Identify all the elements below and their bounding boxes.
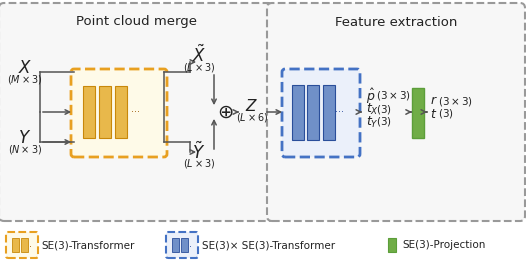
Text: $(3\times3)$: $(3\times3)$ xyxy=(438,94,473,107)
Text: $t_Y$: $t_Y$ xyxy=(366,115,379,129)
Bar xyxy=(412,88,424,138)
Text: $\mathit{X}$: $\mathit{X}$ xyxy=(18,59,32,77)
Text: SE(3)-Transformer: SE(3)-Transformer xyxy=(41,240,134,250)
Bar xyxy=(115,86,127,138)
FancyBboxPatch shape xyxy=(71,69,167,157)
Bar xyxy=(323,84,335,139)
Text: $(3)$: $(3)$ xyxy=(376,115,392,129)
Text: $\tilde{Y}$: $\tilde{Y}$ xyxy=(193,141,206,163)
Bar xyxy=(292,84,304,139)
Bar xyxy=(307,84,319,139)
Text: ·: · xyxy=(188,242,191,252)
Text: $t$: $t$ xyxy=(430,107,437,121)
Text: ···: ··· xyxy=(132,107,140,117)
Text: ···: ··· xyxy=(336,107,345,117)
Text: $r$: $r$ xyxy=(430,94,438,107)
Text: $(L\times6)$: $(L\times6)$ xyxy=(236,112,268,124)
Text: $(N\times3)$: $(N\times3)$ xyxy=(8,144,42,156)
Text: $(3)$: $(3)$ xyxy=(438,107,454,121)
Text: SE(3)-Projection: SE(3)-Projection xyxy=(402,240,485,250)
FancyBboxPatch shape xyxy=(282,69,360,157)
FancyBboxPatch shape xyxy=(0,3,273,221)
Text: $\oplus$: $\oplus$ xyxy=(217,102,233,121)
Text: $\mathit{Z}$: $\mathit{Z}$ xyxy=(246,98,259,114)
Bar xyxy=(388,238,396,252)
FancyBboxPatch shape xyxy=(6,232,38,258)
Text: Feature extraction: Feature extraction xyxy=(335,15,457,28)
Text: $(M\times3)$: $(M\times3)$ xyxy=(7,73,43,86)
Text: SE(3)× SE(3)-Transformer: SE(3)× SE(3)-Transformer xyxy=(202,240,335,250)
Text: ·: · xyxy=(28,242,32,252)
Text: $\hat{p}$: $\hat{p}$ xyxy=(366,86,376,105)
Bar xyxy=(172,238,179,252)
Text: $(L\times3)$: $(L\times3)$ xyxy=(183,158,215,171)
Text: $t_X$: $t_X$ xyxy=(366,102,379,116)
Text: $\tilde{X}$: $\tilde{X}$ xyxy=(192,44,206,66)
Bar xyxy=(83,86,95,138)
Text: $\mathit{Y}$: $\mathit{Y}$ xyxy=(18,129,32,147)
Text: Point cloud merge: Point cloud merge xyxy=(76,15,197,28)
FancyBboxPatch shape xyxy=(267,3,525,221)
Bar xyxy=(21,238,28,252)
Text: $(3)$: $(3)$ xyxy=(376,102,392,115)
FancyBboxPatch shape xyxy=(166,232,198,258)
Text: $(3\times3)$: $(3\times3)$ xyxy=(376,89,411,102)
Bar xyxy=(99,86,111,138)
Bar xyxy=(181,238,188,252)
Text: $(L\times3)$: $(L\times3)$ xyxy=(183,60,215,73)
Bar xyxy=(12,238,19,252)
